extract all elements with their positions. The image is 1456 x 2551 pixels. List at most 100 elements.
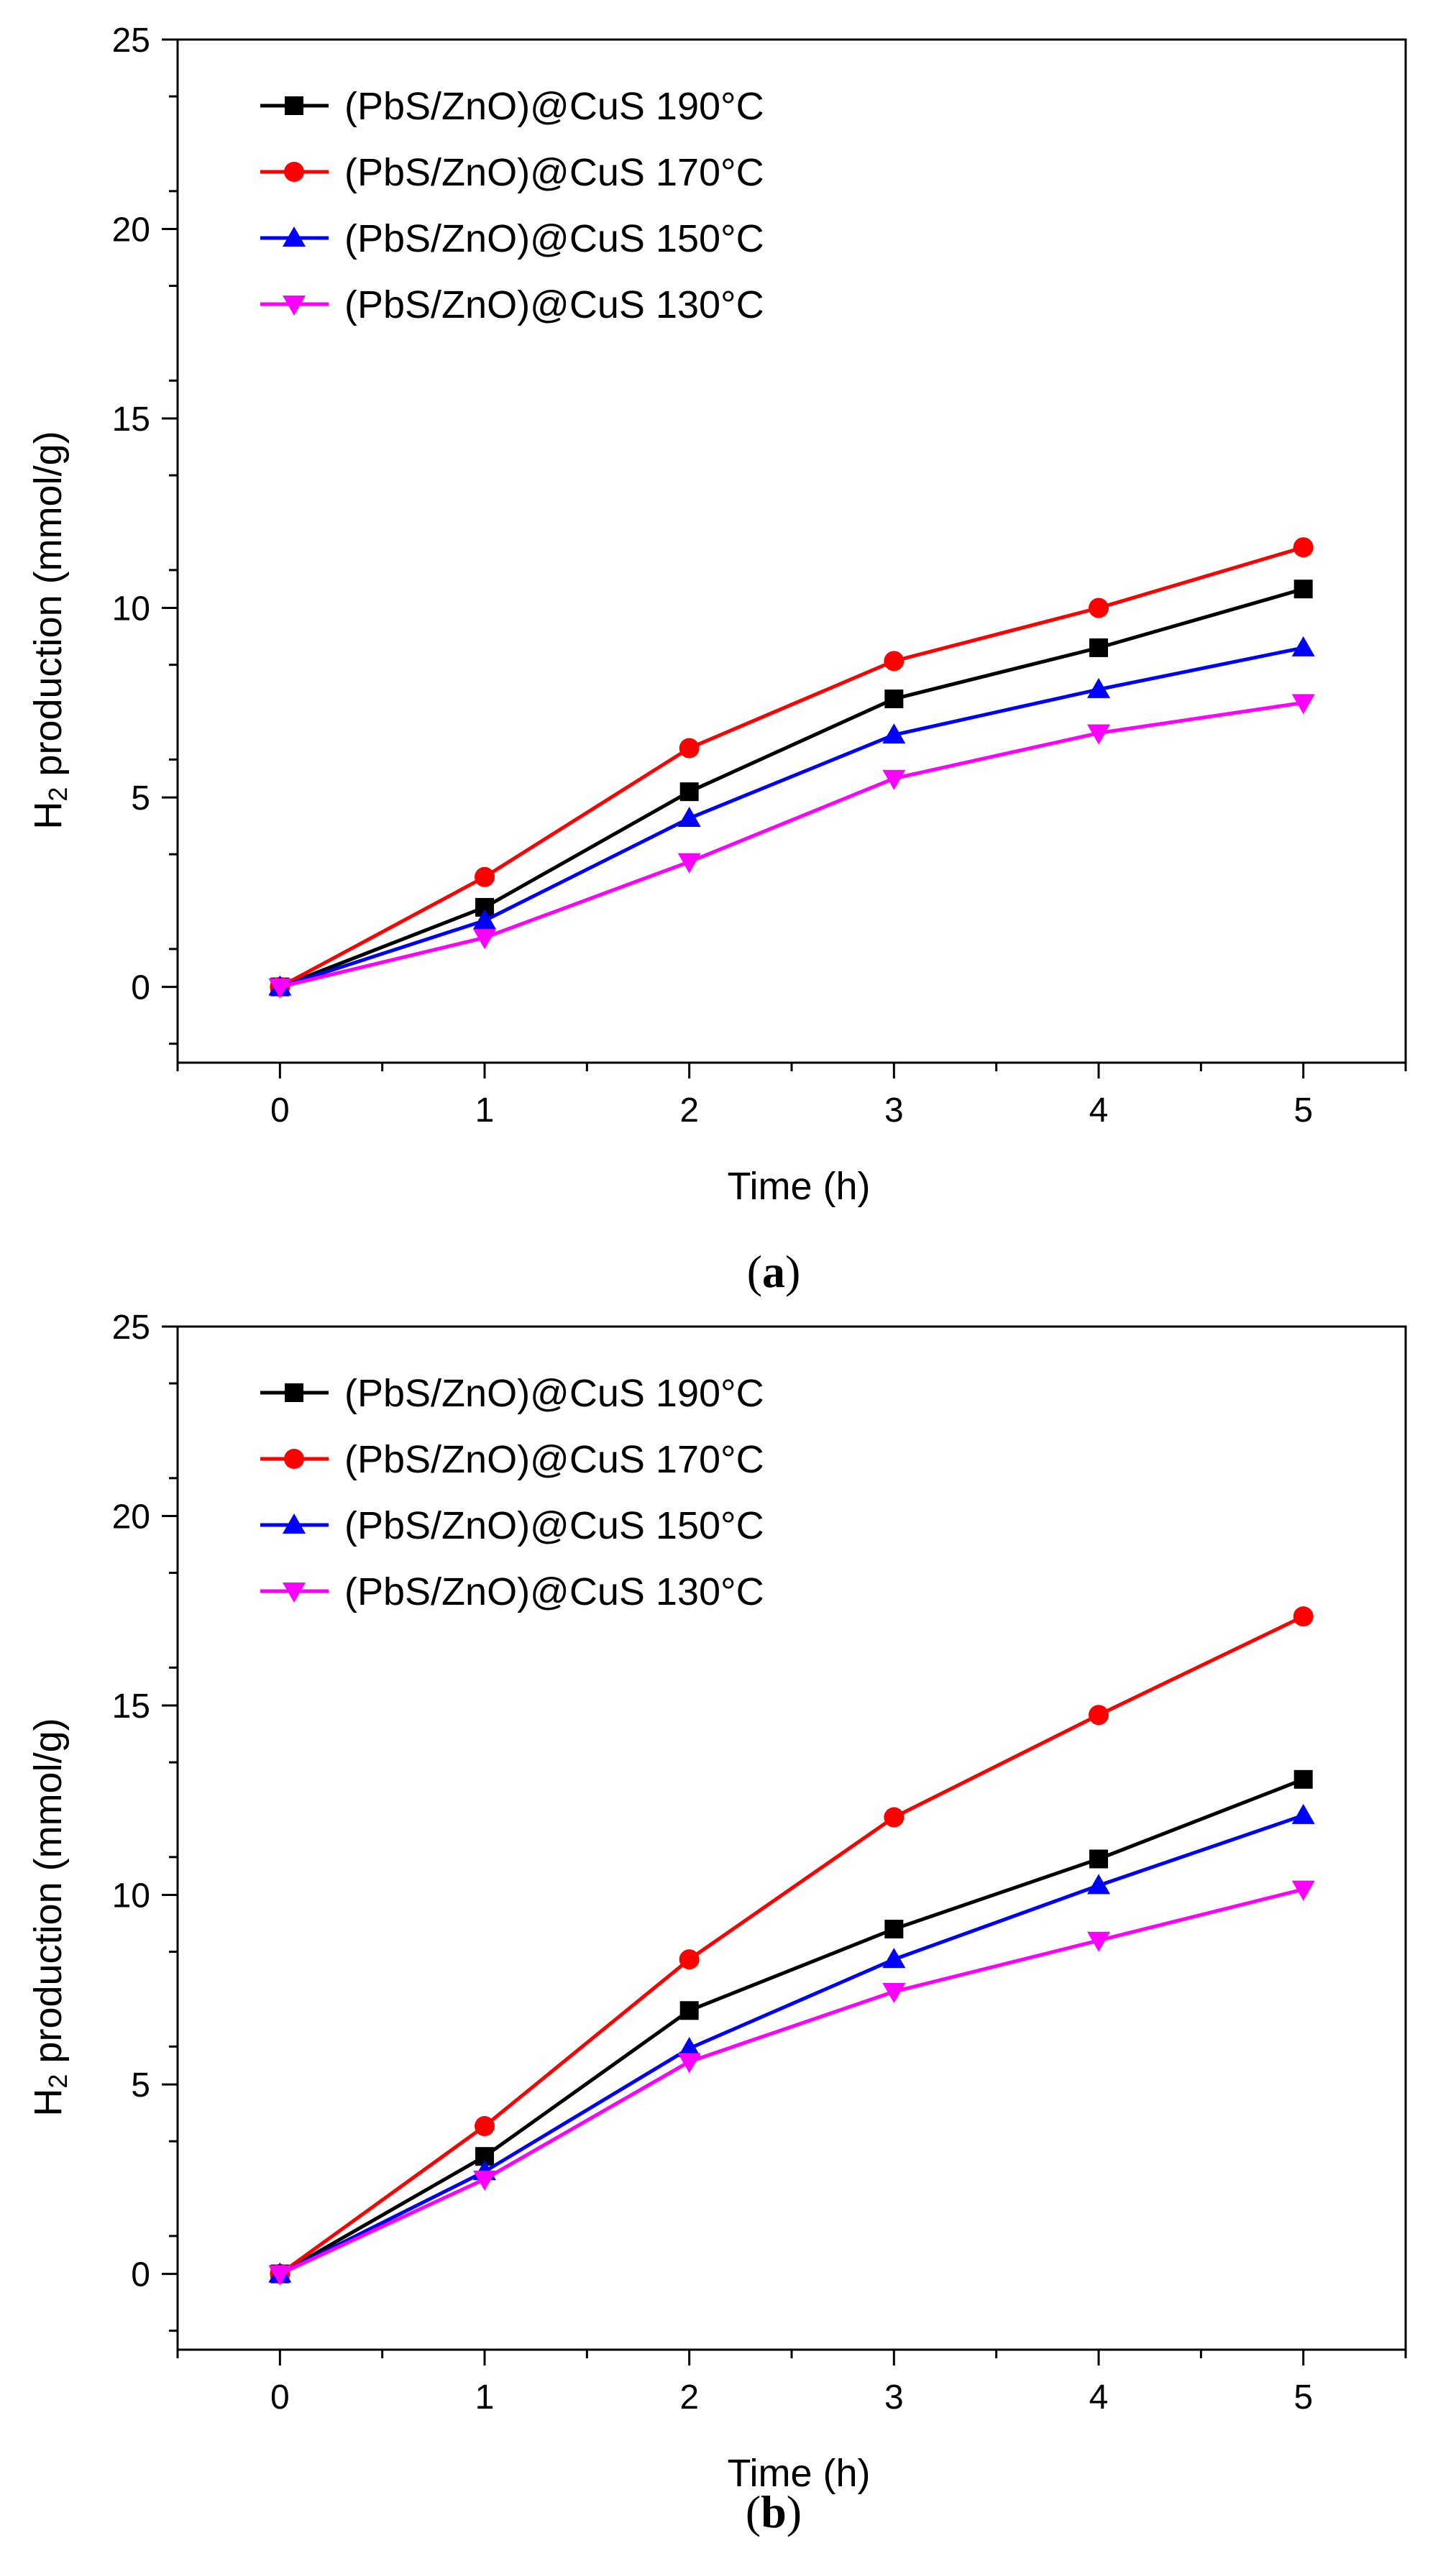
series-2 [268,636,1315,996]
data-point [884,651,905,672]
legend-marker [283,296,306,316]
x-tick-label: 5 [1294,2378,1313,2417]
y-tick-label: 5 [131,2066,150,2105]
data-point [884,1919,904,1938]
data-point [679,2001,699,2020]
legend-entry: (PbS/ZnO)@CuS 130°C [344,1570,764,1613]
legend-marker [285,96,303,115]
y-axis-label-subscript: 2 [43,2074,73,2089]
series-3 [268,694,1315,999]
series-2 [268,1803,1315,2283]
data-point [1293,1606,1314,1627]
x-tick-label: 5 [1294,1091,1313,1130]
data-point [882,723,906,744]
x-tick-label: 0 [270,1091,290,1130]
panel-label: (a) [747,1246,801,1297]
y-tick-label: 20 [112,1498,150,1536]
x-tick-label: 2 [679,1091,699,1130]
x-tick-label: 0 [270,2378,290,2417]
x-tick-label: 3 [884,2378,904,2417]
y-tick-label: 5 [131,779,150,817]
data-point [679,1949,700,1970]
data-point [1291,636,1315,656]
series-0 [270,580,1313,997]
series-line [279,545,1304,989]
data-point [882,1948,906,1969]
data-point [268,2265,292,2286]
series-1 [270,537,1314,997]
legend-entry: (PbS/ZnO)@CuS 190°C [344,1372,764,1415]
legend-entry: (PbS/ZnO)@CuS 150°C [344,1504,764,1547]
x-tick-label: 3 [884,1091,904,1130]
legend: (PbS/ZnO)@CuS 190°C (PbS/ZnO)@CuS 170°C (P… [260,1372,764,1613]
panel-label-open: ( [746,2486,761,2537]
data-point [475,866,495,887]
x-tick-label: 4 [1089,1091,1109,1130]
x-axis-label: Time (h) [728,2452,871,2495]
y-axis-label-prefix: H [27,2089,70,2117]
legend-entry: (PbS/ZnO)@CuS 170°C [344,1438,764,1481]
legend-marker [284,162,304,182]
series-line [279,1887,1304,2276]
data-point [1291,1880,1315,1901]
panel-label-letter: b [761,2486,787,2537]
legend-entry: (PbS/ZnO)@CuS 190°C [344,85,764,128]
data-point [1294,580,1313,599]
data-point [677,2037,701,2058]
y-tick-label: 15 [112,400,150,439]
data-point [1087,677,1110,698]
data-point [1291,1803,1315,1824]
legend-entry: (PbS/ZnO)@CuS 150°C [344,217,764,260]
data-point [1087,1931,1110,1952]
series-line [279,700,1304,989]
x-axis-label: Time (h) [728,1165,871,1208]
data-point [679,782,699,802]
data-point [1293,537,1314,558]
data-point [473,929,496,950]
y-tick-label: 25 [112,22,150,60]
data-point [1087,1874,1110,1895]
data-point [1089,1705,1109,1726]
data-point [1291,694,1315,715]
legend-marker [284,1449,304,1469]
series-1 [270,1606,1314,2284]
data-point [679,738,700,759]
series-line [279,1777,1304,2276]
data-point [882,769,906,790]
data-point [1089,597,1109,618]
panel-label-close: ) [787,2486,802,2537]
data-point [677,807,701,828]
data-point [677,853,701,874]
data-point [473,2170,496,2191]
y-tick-label: 0 [131,969,150,1007]
panel-label-letter: a [762,1246,785,1297]
series-line [279,1813,1304,2276]
series-line [279,587,1304,989]
data-point [1087,724,1110,745]
y-tick-label: 0 [131,2256,150,2294]
legend-marker [285,1383,303,1402]
y-tick-label: 10 [112,590,150,628]
data-point [475,2116,495,2137]
data-point [884,1807,905,1828]
series-line [278,1614,1304,2276]
legend-entry: (PbS/ZnO)@CuS 170°C [344,151,764,194]
y-axis-label-suffix: production (mmol/g) [27,431,70,787]
data-point [677,2053,701,2074]
data-point [268,978,292,999]
y-tick-label: 10 [112,1877,150,1915]
y-axis-label: H2 production (mmol/g) [27,431,73,829]
legend: (PbS/ZnO)@CuS 190°C (PbS/ZnO)@CuS 170°C (P… [260,85,764,326]
data-point [1089,638,1108,657]
legend-marker [283,1583,306,1603]
y-tick-label: 20 [112,211,150,249]
legend-entry: (PbS/ZnO)@CuS 130°C [344,283,764,326]
data-point [1089,1849,1108,1869]
series-line [279,646,1304,989]
y-tick-label: 25 [112,1309,150,1347]
data-point [1294,1769,1313,1789]
data-point [473,909,496,930]
